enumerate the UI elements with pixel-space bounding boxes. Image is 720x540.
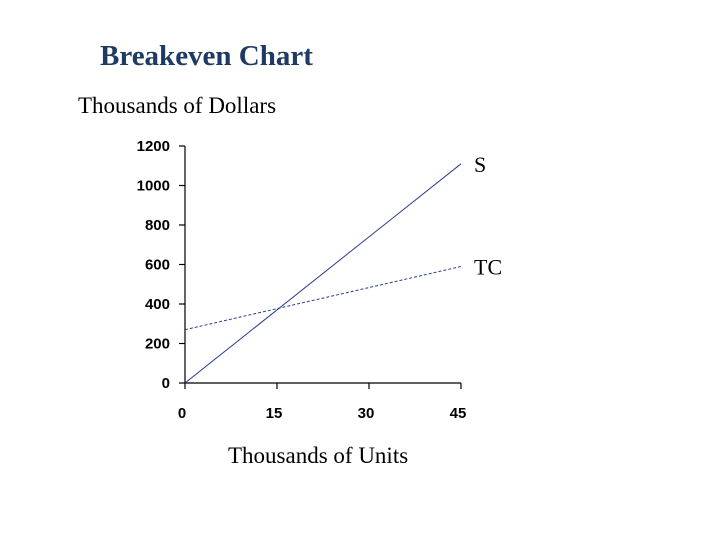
y-tick-label: 1200 [137,138,170,155]
x-axis-label: Thousands of Units [228,443,409,468]
series-label-tc: TC [474,254,502,279]
series-labels: S TC [474,152,502,280]
y-tick-label: 400 [145,296,170,313]
y-tick-label: 800 [145,217,170,234]
y-tick-label: 1000 [137,178,170,195]
series-label-s: S [474,152,486,177]
chart-title: Breakeven Chart [100,40,313,72]
axes [184,146,461,384]
x-tick-label: 0 [178,405,186,422]
series-lines [184,163,462,384]
x-tick-label: 30 [358,405,375,422]
x-tick-label: 45 [450,405,467,422]
y-tick-label: 200 [145,336,170,353]
y-axis-label: Thousands of Dollars [78,93,277,118]
y-tick-label: 0 [162,375,170,392]
series-line-tc [184,266,462,331]
ticks: 0 200 400 600 800 1000 1200 0 15 30 45 [137,138,467,422]
x-tick-label: 15 [266,405,283,422]
y-tick-label: 600 [145,257,170,274]
series-line-s [184,163,462,384]
